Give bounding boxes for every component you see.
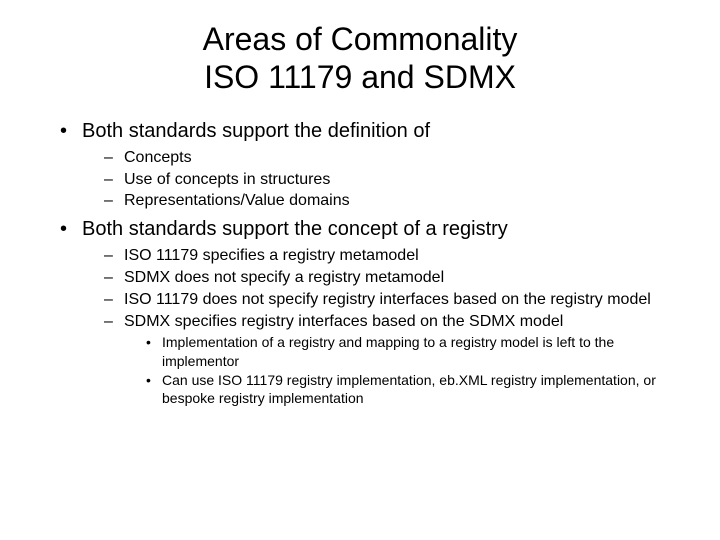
bullet-text: Can use ISO 11179 registry implementatio… bbox=[162, 372, 656, 406]
bullet-level2: Use of concepts in structures bbox=[104, 170, 690, 191]
bullet-text: Both standards support the concept of a … bbox=[82, 218, 508, 240]
title-line-1: Areas of Commonality bbox=[203, 21, 518, 57]
bullet-text: SDMX specifies registry interfaces based… bbox=[124, 313, 563, 330]
bullet-level2: ISO 11179 specifies a registry metamodel bbox=[104, 246, 690, 267]
bullet-text: SDMX does not specify a registry metamod… bbox=[124, 269, 444, 286]
bullet-level2: SDMX does not specify a registry metamod… bbox=[104, 268, 690, 289]
bullet-level2: Representations/Value domains bbox=[104, 191, 690, 212]
bullet-text: Use of concepts in structures bbox=[124, 171, 330, 188]
bullet-text: Implementation of a registry and mapping… bbox=[162, 334, 614, 368]
bullet-text: ISO 11179 specifies a registry metamodel bbox=[124, 247, 419, 264]
bullet-text: Concepts bbox=[124, 149, 192, 166]
bullet-text: Both standards support the definition of bbox=[82, 120, 430, 142]
bullet-level2: Concepts bbox=[104, 148, 690, 169]
bullet-level3: Implementation of a registry and mapping… bbox=[146, 333, 690, 369]
bullet-text: ISO 11179 does not specify registry inte… bbox=[124, 291, 651, 308]
bullet-level2: ISO 11179 does not specify registry inte… bbox=[104, 290, 690, 311]
title-line-2: ISO 11179 and SDMX bbox=[204, 59, 516, 95]
slide-title: Areas of Commonality ISO 11179 and SDMX bbox=[30, 20, 690, 97]
bullet-level1: Both standards support the concept of a … bbox=[60, 217, 690, 242]
bullet-text: Representations/Value domains bbox=[124, 192, 350, 209]
bullet-level2: SDMX specifies registry interfaces based… bbox=[104, 312, 690, 333]
bullet-level3: Can use ISO 11179 registry implementatio… bbox=[146, 371, 690, 407]
bullet-level1: Both standards support the definition of bbox=[60, 119, 690, 144]
